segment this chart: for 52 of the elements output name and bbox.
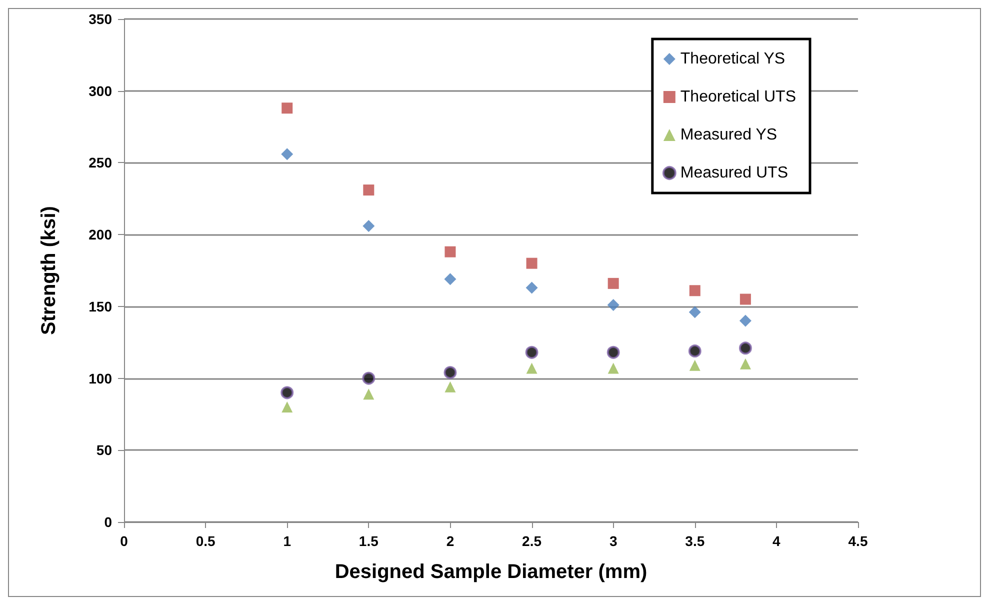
- x-tick-label: 2: [446, 533, 454, 549]
- point: [525, 346, 538, 359]
- x-tick-label: 0: [120, 533, 128, 549]
- point: [689, 285, 700, 296]
- y-tick-label: 350: [88, 11, 112, 27]
- point: [739, 314, 752, 327]
- point: [689, 360, 700, 371]
- point: [526, 282, 538, 294]
- point: [607, 298, 620, 311]
- legend-label: Theoretical UTS: [680, 88, 796, 106]
- point: [740, 358, 751, 370]
- point: [608, 362, 619, 374]
- y-tick-label: 250: [88, 154, 112, 171]
- legend-label: Theoretical YS: [680, 50, 786, 68]
- x-tick-label: 4.5: [848, 533, 868, 549]
- legend-label: Measured YS: [680, 126, 778, 144]
- point: [444, 381, 456, 392]
- point: [444, 273, 456, 286]
- x-axis-title: Designed Sample Diameter (mm): [334, 561, 648, 583]
- point: [688, 344, 702, 358]
- x-tick-label: 3.5: [685, 533, 705, 549]
- point: [282, 102, 293, 114]
- x-tick-label: 1.5: [358, 533, 379, 549]
- point: [363, 184, 374, 196]
- point: [688, 306, 701, 318]
- point: [444, 366, 457, 380]
- point: [606, 346, 620, 359]
- legend-label: Measured UTS: [680, 164, 788, 182]
- y-tick-label: 0: [104, 514, 112, 530]
- point: [526, 362, 538, 374]
- x-tick-label: 2.5: [522, 533, 542, 549]
- point: [363, 388, 374, 400]
- x-tick-label: 0.5: [196, 533, 216, 549]
- point: [362, 220, 375, 232]
- point: [444, 246, 456, 258]
- point: [281, 148, 294, 160]
- point: [282, 402, 293, 413]
- y-tick-label: 50: [96, 442, 112, 458]
- x-tick-label: 4: [772, 533, 781, 549]
- y-axis-title: Strength (ksi): [38, 206, 60, 335]
- y-tick-label: 150: [88, 298, 112, 314]
- point: [362, 372, 376, 385]
- y-tick-label: 100: [88, 370, 112, 386]
- point: [740, 294, 751, 305]
- point: [526, 258, 538, 269]
- x-tick-label: 1: [283, 533, 292, 549]
- y-tick-label: 300: [88, 82, 112, 99]
- point: [280, 386, 294, 400]
- x-tick-label: 3: [609, 533, 618, 549]
- point: [738, 342, 752, 355]
- y-tick-label: 200: [88, 226, 112, 243]
- point: [608, 278, 619, 289]
